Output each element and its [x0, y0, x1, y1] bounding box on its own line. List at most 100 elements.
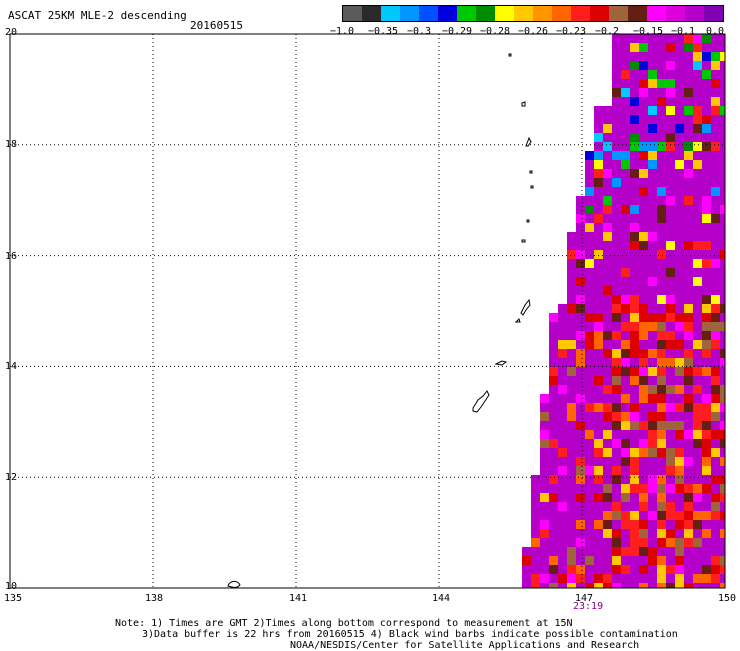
colorbar-bin — [609, 6, 628, 21]
swath-cell — [549, 502, 558, 511]
swath-cell — [720, 196, 725, 205]
swath-cell — [603, 376, 612, 385]
swath-cell — [594, 556, 603, 565]
swath-cell — [711, 457, 720, 466]
swath-cell — [711, 511, 720, 520]
swath-cell — [693, 304, 702, 313]
swath-cell — [630, 529, 639, 538]
swath-cell — [594, 259, 603, 268]
swath-cell — [630, 214, 639, 223]
swath-cell — [567, 349, 576, 358]
swath-cell — [711, 169, 720, 178]
swath-cell — [693, 484, 702, 493]
swath-cell — [657, 448, 666, 457]
swath-cell — [666, 52, 675, 61]
swath-cell — [567, 358, 576, 367]
swath-cell — [594, 232, 603, 241]
swath-cell — [702, 115, 711, 124]
swath-cell — [684, 160, 693, 169]
swath-cell — [720, 565, 725, 574]
swath-cell — [621, 502, 630, 511]
swath-cell — [684, 142, 693, 151]
swath-cell — [576, 385, 585, 394]
saipan-island — [520, 298, 531, 316]
swath-cell — [630, 151, 639, 160]
swath-cell — [693, 88, 702, 97]
swath-cell — [558, 493, 567, 502]
swath-cell — [675, 133, 684, 142]
swath-cell — [540, 547, 549, 556]
lat-tick-label: 12 — [5, 472, 18, 483]
swath-cell — [648, 223, 657, 232]
swath-cell — [549, 448, 558, 457]
swath-cell — [594, 457, 603, 466]
swath-cell — [621, 160, 630, 169]
swath-cell — [612, 223, 621, 232]
swath-cell — [702, 322, 711, 331]
swath-cell — [711, 322, 720, 331]
swath-cell — [630, 133, 639, 142]
swath-cell — [720, 79, 725, 88]
swath-cell — [531, 565, 540, 574]
swath-cell — [612, 277, 621, 286]
swath-cell — [558, 574, 567, 583]
swath-cell — [657, 475, 666, 484]
swath-cell — [657, 340, 666, 349]
swath-cell — [585, 151, 594, 160]
swath-cell — [630, 286, 639, 295]
swath-cell — [702, 583, 711, 588]
swath-cell — [648, 52, 657, 61]
swath-cell — [639, 223, 648, 232]
swath-cell — [657, 223, 666, 232]
swath-cell — [585, 160, 594, 169]
swath-cell — [531, 583, 540, 588]
swath-cell — [648, 547, 657, 556]
swath-cell — [711, 214, 720, 223]
note-line-1: Note: 1) Times are GMT 2)Times along bot… — [115, 618, 573, 629]
swath-cell — [702, 268, 711, 277]
swath-cell — [711, 574, 720, 583]
swath-cell — [684, 313, 693, 322]
swath-cell — [576, 439, 585, 448]
swath-cell — [639, 142, 648, 151]
swath-cell — [657, 286, 666, 295]
swath-cell — [693, 151, 702, 160]
swath-cell — [576, 295, 585, 304]
swath-cell — [612, 304, 621, 313]
swath-cell — [711, 412, 720, 421]
swath-cell — [711, 475, 720, 484]
swath-cell — [675, 97, 684, 106]
swath-cell — [603, 484, 612, 493]
swath-cell — [684, 196, 693, 205]
swath-cell — [603, 340, 612, 349]
swath-cell — [594, 133, 603, 142]
swath-cell — [612, 448, 621, 457]
swath-cell — [657, 187, 666, 196]
swath-cell — [675, 430, 684, 439]
swath-cell — [621, 556, 630, 565]
swath-cell — [567, 466, 576, 475]
swath-cell — [621, 511, 630, 520]
swath-cell — [702, 457, 711, 466]
swath-cell — [585, 295, 594, 304]
swath-cell — [603, 277, 612, 286]
swath-cell — [711, 340, 720, 349]
swath-cell — [702, 160, 711, 169]
swath-cell — [648, 151, 657, 160]
swath-cell — [621, 70, 630, 79]
swath-cell — [720, 520, 725, 529]
swath-cell — [639, 79, 648, 88]
swath-cell — [648, 205, 657, 214]
swath-cell — [693, 376, 702, 385]
swath-cell — [612, 322, 621, 331]
swath-cell — [594, 286, 603, 295]
swath-cell — [621, 295, 630, 304]
swath-cell — [549, 367, 558, 376]
swath-cell — [603, 457, 612, 466]
swath-cell — [576, 376, 585, 385]
colorbar-label: −0.15 — [632, 26, 664, 37]
swath-cell — [720, 358, 725, 367]
swath-cell — [702, 547, 711, 556]
colorbar — [342, 5, 724, 22]
swath-cell — [639, 367, 648, 376]
